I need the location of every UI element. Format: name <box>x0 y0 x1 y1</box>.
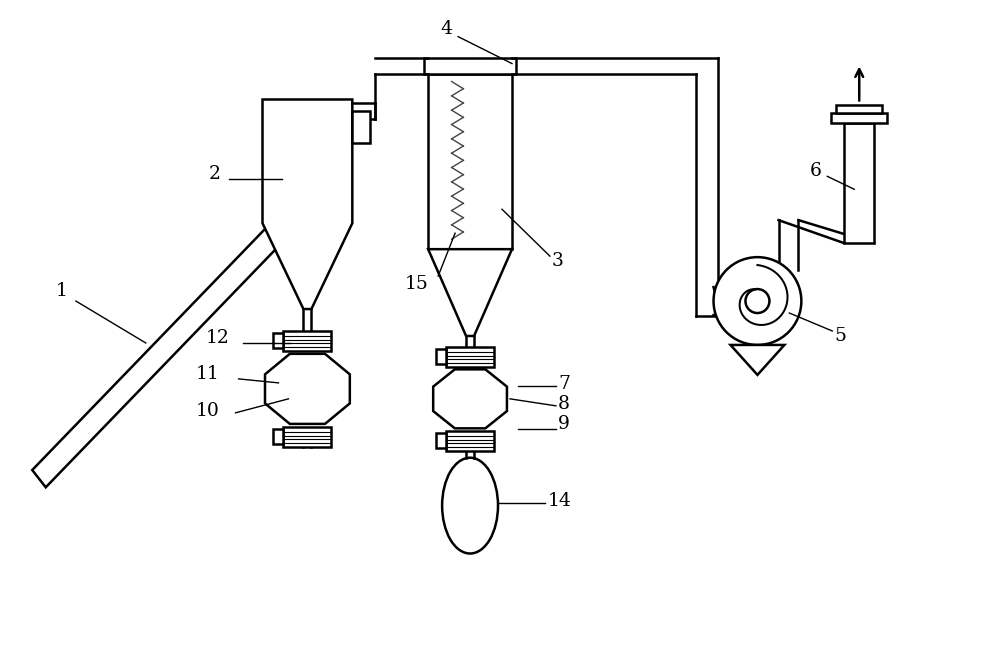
Bar <box>273 333 283 348</box>
Polygon shape <box>263 100 352 309</box>
Text: 11: 11 <box>196 365 219 383</box>
Bar <box>831 113 887 124</box>
Text: 7: 7 <box>558 375 570 393</box>
Polygon shape <box>731 345 784 375</box>
Bar <box>836 105 882 113</box>
Text: 10: 10 <box>196 402 220 420</box>
Circle shape <box>714 257 801 345</box>
Text: 5: 5 <box>834 327 846 345</box>
Bar <box>844 124 874 243</box>
Polygon shape <box>32 208 299 488</box>
Polygon shape <box>428 249 512 336</box>
Polygon shape <box>265 354 350 424</box>
Ellipse shape <box>442 458 498 553</box>
Text: 8: 8 <box>558 395 570 413</box>
Bar <box>436 350 446 365</box>
Bar <box>273 429 283 444</box>
Text: 2: 2 <box>209 165 221 184</box>
Bar <box>446 431 494 450</box>
Text: 15: 15 <box>405 275 429 293</box>
Text: 4: 4 <box>440 20 452 38</box>
Bar <box>352 111 370 143</box>
Text: 9: 9 <box>558 415 570 433</box>
Bar <box>446 347 494 367</box>
Text: 12: 12 <box>206 329 230 347</box>
Bar <box>428 74 512 249</box>
Text: 1: 1 <box>56 282 68 300</box>
Bar <box>283 427 331 447</box>
Bar <box>283 331 331 351</box>
Text: 14: 14 <box>548 492 572 510</box>
Text: 6: 6 <box>809 162 821 180</box>
Polygon shape <box>433 369 507 428</box>
Text: 3: 3 <box>552 252 564 270</box>
Bar <box>424 57 516 74</box>
Bar <box>436 434 446 449</box>
